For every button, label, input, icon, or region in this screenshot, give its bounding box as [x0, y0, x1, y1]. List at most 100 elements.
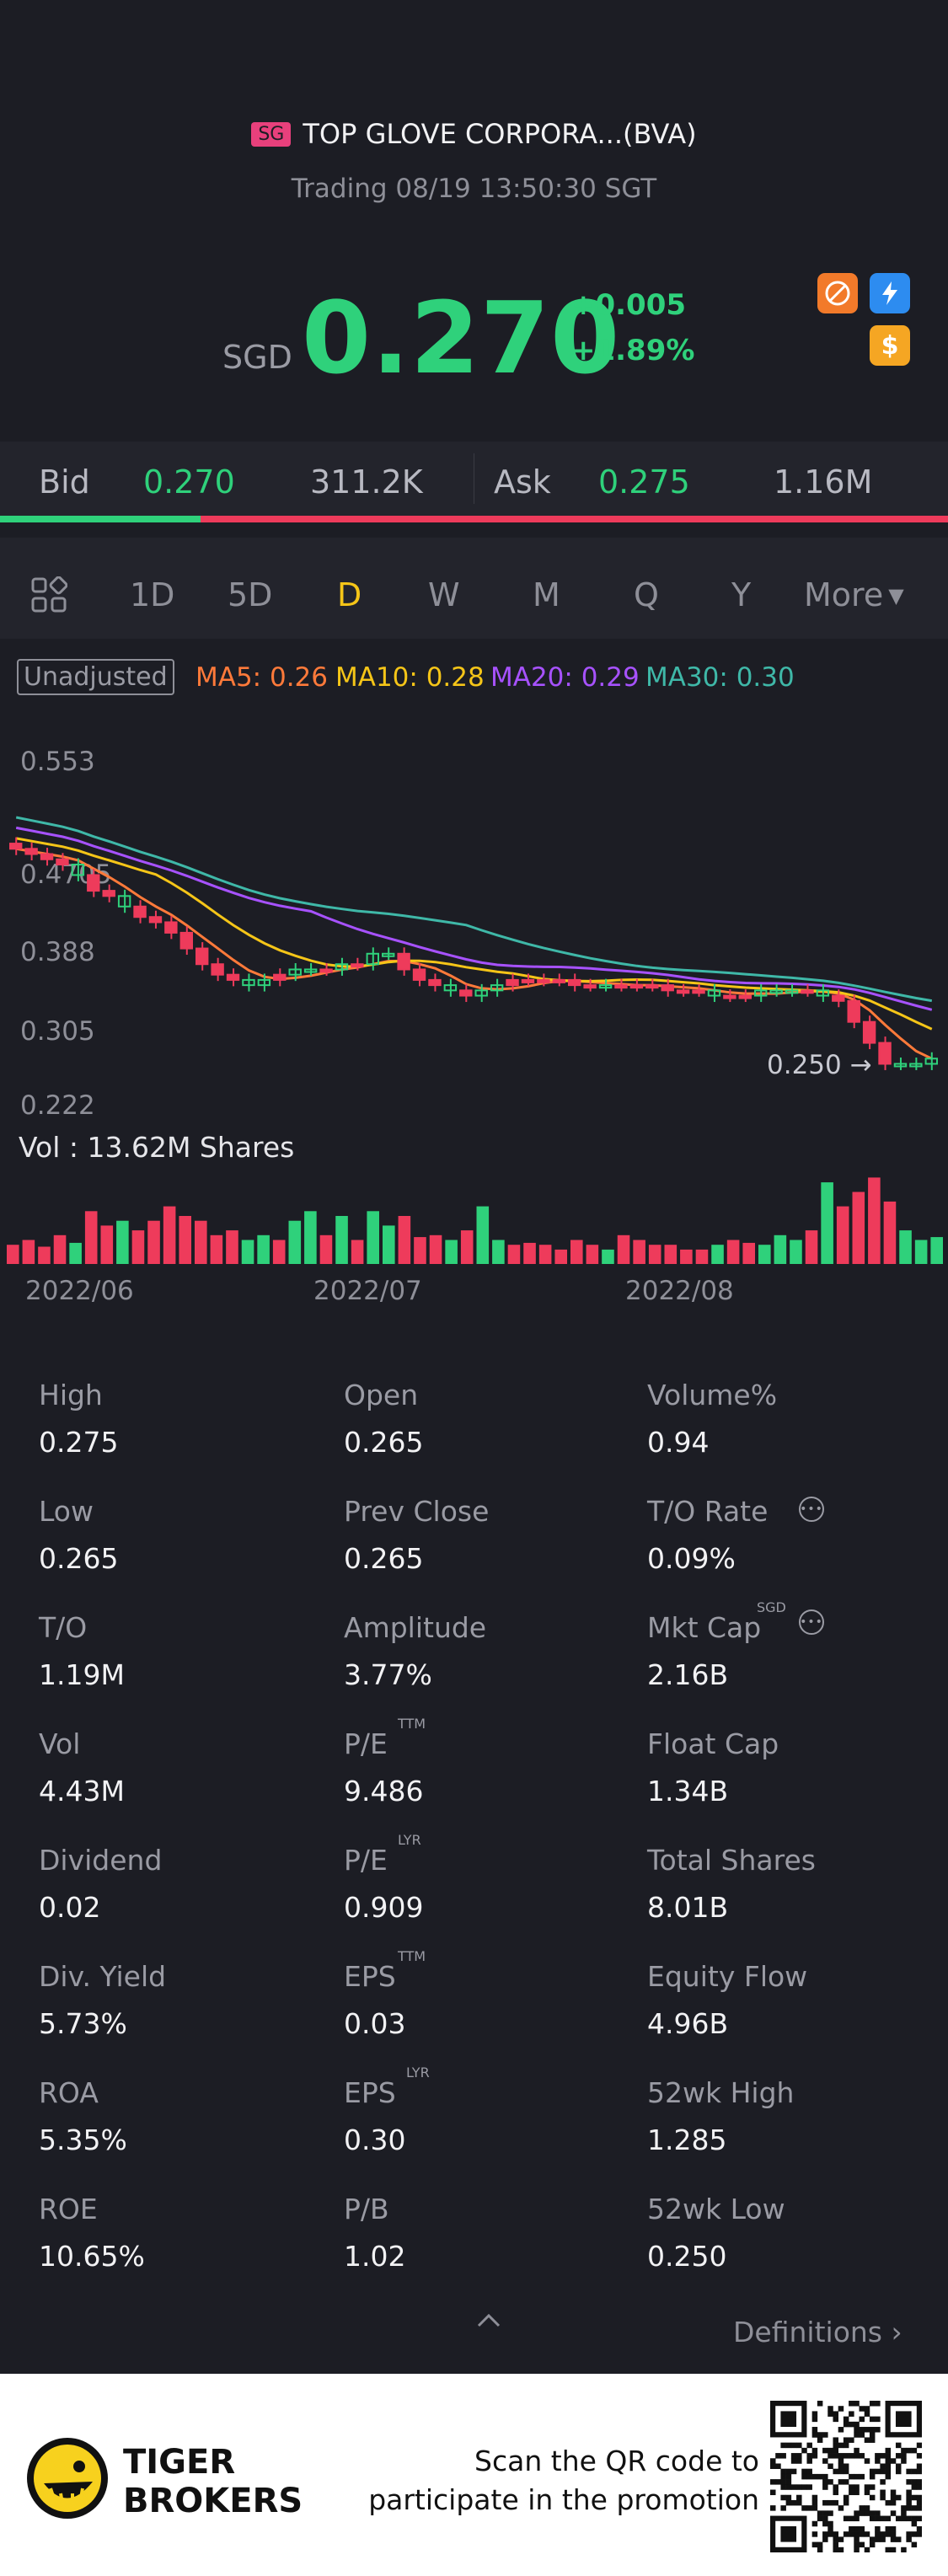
volume-bar	[288, 1220, 302, 1264]
stat-superscript: TTM	[398, 1716, 426, 1732]
candle	[351, 957, 364, 971]
candle	[816, 983, 830, 1003]
candle	[303, 962, 318, 976]
adjust-toggle[interactable]: Unadjusted	[17, 659, 174, 695]
more-label: More	[804, 576, 884, 613]
volume-bar	[914, 1240, 928, 1264]
tab-m[interactable]: M	[533, 576, 560, 613]
volume-bar	[774, 1234, 787, 1264]
candle	[754, 983, 768, 1003]
more-periods[interactable]: More ▼	[804, 576, 904, 613]
period-tabs: 1D 5D D W M Q Y More ▼	[0, 538, 948, 639]
stat-label: ROE	[39, 2193, 98, 2225]
volume-bar	[226, 1230, 238, 1264]
stat-superscript: LYR	[406, 2065, 430, 2081]
candle	[242, 973, 255, 992]
candle	[769, 983, 783, 997]
tab-1d[interactable]: 1D	[130, 576, 175, 613]
stat-value: 0.30	[344, 2123, 406, 2156]
volume-bar	[429, 1234, 442, 1264]
candle	[412, 962, 426, 987]
volume-bar	[195, 1220, 207, 1264]
stat-value: 8.01B	[647, 1891, 729, 1924]
ask-label: Ask	[494, 463, 551, 501]
stat-value: 5.73%	[39, 2007, 127, 2040]
chevron-right-icon: ›	[882, 2316, 902, 2348]
no-short-icon[interactable]	[817, 273, 858, 313]
volume-bar	[304, 1211, 317, 1264]
volume-bar	[116, 1220, 129, 1264]
stat-label: Volume%	[647, 1379, 778, 1411]
stat-value: 0.265	[39, 1542, 119, 1575]
qr-code[interactable]	[770, 2401, 922, 2552]
volume-bar	[554, 1249, 567, 1264]
stat-value: 0.265	[344, 1426, 424, 1459]
candle	[785, 983, 799, 997]
volume-bar	[351, 1240, 364, 1264]
stat-value: 9.486	[344, 1775, 424, 1807]
candle	[723, 989, 736, 1003]
tab-w[interactable]: W	[428, 576, 460, 613]
x-tick-label: 2022/08	[625, 1276, 734, 1306]
tab-y[interactable]: Y	[731, 576, 752, 613]
tab-5d[interactable]: 5D	[228, 576, 273, 613]
stat-value: 0.02	[39, 1891, 101, 1924]
volume-bar	[695, 1249, 709, 1264]
volume-bar	[272, 1240, 286, 1264]
more-icon[interactable]: •••	[799, 1497, 824, 1522]
candle	[117, 889, 131, 913]
candle	[428, 973, 442, 992]
x-tick-label: 2022/06	[25, 1276, 134, 1306]
candle	[366, 947, 380, 971]
definitions-link[interactable]: Definitions ›	[733, 2316, 902, 2348]
layout-grid-icon[interactable]	[30, 576, 68, 617]
market-badge: SG	[251, 122, 292, 147]
volume-bar	[523, 1242, 536, 1264]
price-change-pct: +1.89%	[571, 334, 695, 367]
arrow-right-icon: →	[841, 1050, 872, 1080]
candle	[847, 994, 860, 1029]
stat-value: 0.275	[39, 1426, 119, 1459]
candle	[490, 978, 504, 997]
stat-value: 4.43M	[39, 1775, 125, 1807]
candle	[273, 968, 287, 987]
volume-bar	[131, 1230, 145, 1264]
more-icon[interactable]: •••	[799, 1609, 824, 1635]
candle	[148, 910, 163, 929]
tab-d[interactable]: D	[337, 576, 362, 613]
ma5-label: MA5: 0.26	[195, 662, 328, 693]
candle	[102, 884, 115, 902]
ma30-label: MA30: 0.30	[645, 662, 795, 693]
currency-label: SGD	[222, 339, 292, 376]
price-change: +0.005	[571, 288, 687, 322]
candle	[9, 837, 23, 855]
volume-bar	[680, 1249, 693, 1264]
y-tick-label: 0.388	[20, 937, 95, 967]
candlestick-chart[interactable]	[0, 758, 948, 1112]
bid-size: 311.2K	[310, 463, 423, 501]
volume-bar	[257, 1234, 270, 1264]
tab-q[interactable]: Q	[634, 576, 659, 613]
dollar-icon[interactable]: $	[870, 325, 910, 366]
volume-bar	[633, 1240, 645, 1264]
candle	[521, 973, 535, 987]
candle	[832, 989, 845, 1008]
stat-value: 1.02	[344, 2240, 406, 2273]
lightning-icon[interactable]	[870, 273, 910, 313]
ask-ratio-bar	[201, 516, 948, 522]
stat-value: 5.35%	[39, 2123, 127, 2156]
volume-bar	[210, 1234, 223, 1264]
volume-chart[interactable]	[0, 1163, 948, 1264]
collapse-chevron-icon[interactable]	[474, 2306, 504, 2338]
stat-label: EPS	[344, 2076, 396, 2109]
stat-label: Vol	[39, 1727, 81, 1760]
stock-title: SG TOP GLOVE CORPORA...(BVA)	[0, 118, 948, 150]
volume-bar	[492, 1240, 505, 1264]
candle	[40, 848, 54, 866]
candle	[382, 947, 395, 961]
candle	[443, 978, 458, 997]
stat-value: 1.285	[647, 2123, 727, 2156]
volume-bar	[570, 1240, 583, 1264]
brand-name-line2: BROKERS	[123, 2482, 303, 2520]
stat-value: 1.19M	[39, 1658, 125, 1691]
